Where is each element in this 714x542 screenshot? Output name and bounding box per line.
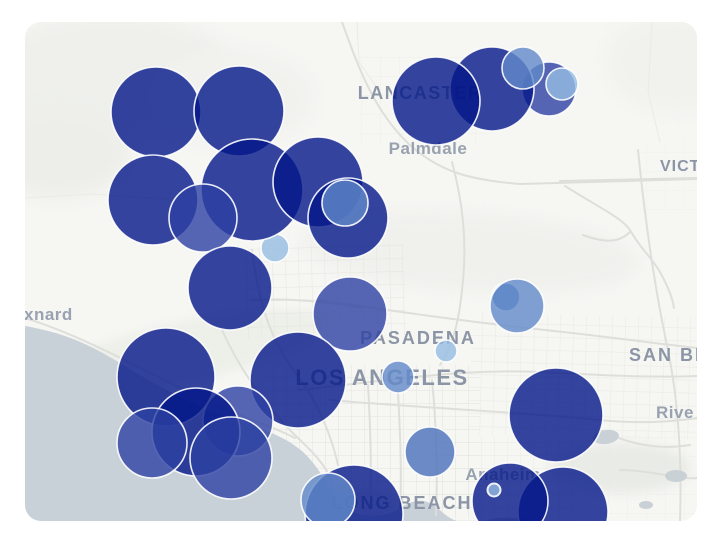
map-bubble[interactable]	[321, 179, 369, 227]
map-label: xnard	[24, 305, 73, 324]
map-bubble[interactable]	[545, 67, 579, 101]
map-bubble[interactable]	[110, 66, 202, 158]
map-label: VICT	[660, 158, 700, 175]
bubble-layer	[107, 46, 609, 539]
map-bubble[interactable]	[312, 276, 388, 352]
map-bubble[interactable]	[187, 245, 273, 331]
map-bubble[interactable]	[434, 339, 458, 363]
map-bubble[interactable]	[116, 407, 188, 479]
map-bubble[interactable]	[168, 183, 238, 253]
map-bubble[interactable]	[189, 416, 273, 500]
map-bubble[interactable]	[471, 462, 549, 539]
map-bubble[interactable]	[489, 278, 545, 334]
map-bubble[interactable]	[391, 56, 481, 146]
map-label: SAN BE	[629, 345, 709, 365]
map-bubble[interactable]	[249, 331, 347, 429]
map-bubble[interactable]	[486, 482, 502, 498]
map-bubble[interactable]	[300, 472, 356, 527]
map-bubble[interactable]	[508, 367, 604, 463]
ocean	[25, 326, 624, 521]
map-label: Rive	[656, 403, 694, 422]
map-bubble[interactable]	[404, 426, 456, 478]
map-bubble[interactable]	[381, 360, 415, 394]
map-bubble[interactable]	[501, 46, 545, 90]
